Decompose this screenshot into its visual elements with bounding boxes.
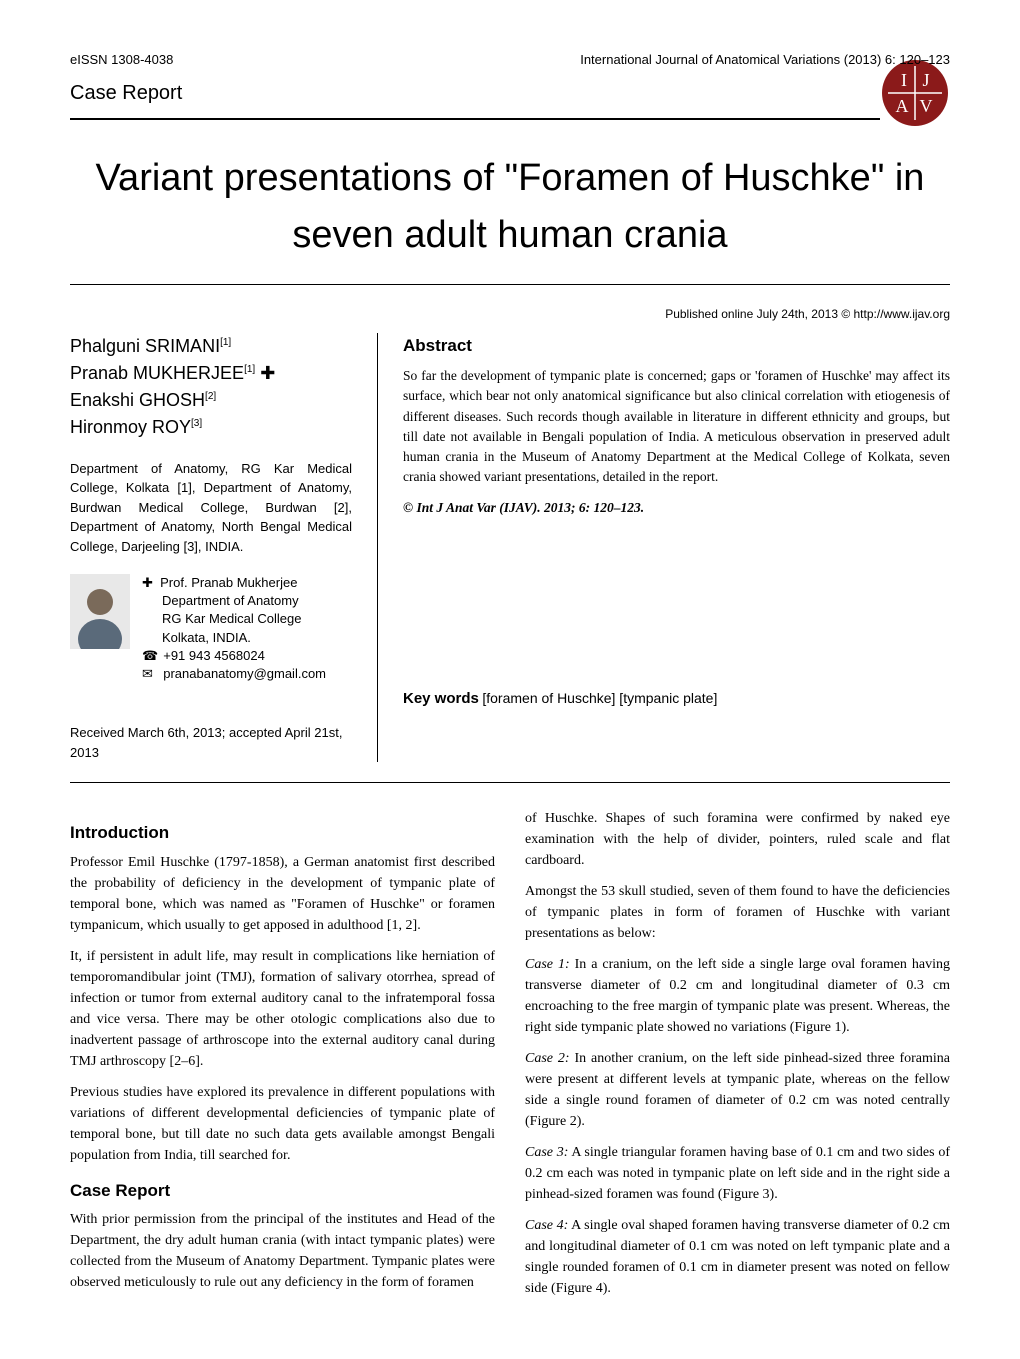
case-report-heading: Case Report xyxy=(70,1178,495,1204)
case-paragraph: Case 3: A single triangular foramen havi… xyxy=(525,1142,950,1205)
contact-phone: +91 943 4568024 xyxy=(163,648,265,663)
contact-email: pranabanatomy@gmail.com xyxy=(163,666,326,681)
case-paragraph: of Huschke. Shapes of such foramina were… xyxy=(525,808,950,871)
contact-city: Kolkata, INDIA. xyxy=(142,629,326,647)
divider xyxy=(70,782,950,783)
abstract-heading: Abstract xyxy=(403,333,950,359)
email-icon: ✉ xyxy=(142,665,156,683)
svg-text:A: A xyxy=(896,96,909,116)
citation: © Int J Anat Var (IJAV). 2013; 6: 120–12… xyxy=(403,498,950,518)
keywords-text: [foramen of Huschke] [tympanic plate] xyxy=(482,690,717,706)
intro-heading: Introduction xyxy=(70,820,495,846)
case-label: Case 4: xyxy=(525,1218,568,1233)
corresponding-author-block: ✚ Prof. Pranab Mukherjee Department of A… xyxy=(70,574,352,683)
keywords-row: Key words [foramen of Huschke] [tympanic… xyxy=(403,688,950,711)
authors-column: Phalguni SRIMANI[1] Pranab MUKHERJEE[1] … xyxy=(70,333,378,763)
contact-details: ✚ Prof. Pranab Mukherjee Department of A… xyxy=(142,574,326,683)
author-photo xyxy=(70,574,130,683)
case-paragraph: Amongst the 53 skull studied, seven of t… xyxy=(525,881,950,944)
authors-list: Phalguni SRIMANI[1] Pranab MUKHERJEE[1] … xyxy=(70,333,352,441)
abstract-column: Abstract So far the development of tympa… xyxy=(378,333,950,763)
author: Hironmoy ROY[3] xyxy=(70,414,352,441)
article-title: Variant presentations of "Foramen of Hus… xyxy=(70,150,950,264)
case-paragraph: With prior permission from the principal… xyxy=(70,1209,495,1293)
affiliations: Department of Anatomy, RG Kar Medical Co… xyxy=(70,459,352,557)
abstract-text: So far the development of tympanic plate… xyxy=(403,366,950,488)
svg-text:I: I xyxy=(901,70,907,90)
keywords-label: Key words xyxy=(403,690,479,707)
intro-paragraph: Previous studies have explored its preva… xyxy=(70,1082,495,1166)
contact-dept: Department of Anatomy xyxy=(142,592,326,610)
contact-name: Prof. Pranab Mukherjee xyxy=(160,575,297,590)
body-left-column: Introduction Professor Emil Huschke (179… xyxy=(70,808,495,1309)
divider xyxy=(70,118,880,120)
author: Enakshi GHOSH[2] xyxy=(70,387,352,414)
case-label: Case 2: xyxy=(525,1051,570,1066)
body-right-column: of Huschke. Shapes of such foramina were… xyxy=(525,808,950,1309)
corresponding-marker-icon: ✚ xyxy=(142,575,153,590)
divider xyxy=(70,284,950,285)
author: Phalguni SRIMANI[1] xyxy=(70,333,352,360)
svg-text:V: V xyxy=(920,96,933,116)
header-row: eISSN 1308-4038 International Journal of… xyxy=(70,50,950,70)
svg-text:J: J xyxy=(922,70,929,90)
case-label: Case 1: xyxy=(525,957,570,972)
case-paragraph: Case 4: A single oval shaped foramen hav… xyxy=(525,1215,950,1299)
body-columns: Introduction Professor Emil Huschke (179… xyxy=(70,808,950,1309)
case-paragraph: Case 1: In a cranium, on the left side a… xyxy=(525,954,950,1038)
intro-paragraph: Professor Emil Huschke (1797-1858), a Ge… xyxy=(70,852,495,936)
case-paragraph: Case 2: In another cranium, on the left … xyxy=(525,1048,950,1132)
intro-paragraph: It, if persistent in adult life, may res… xyxy=(70,946,495,1072)
received-accepted-dates: Received March 6th, 2013; accepted April… xyxy=(70,723,352,762)
author: Pranab MUKHERJEE[1] ✚ xyxy=(70,360,352,387)
corresponding-marker: ✚ xyxy=(260,363,275,383)
case-label: Case 3: xyxy=(525,1145,568,1160)
metadata-section: Phalguni SRIMANI[1] Pranab MUKHERJEE[1] … xyxy=(70,333,950,763)
journal-reference: International Journal of Anatomical Vari… xyxy=(580,50,950,70)
contact-college: RG Kar Medical College xyxy=(142,610,326,628)
eissn: eISSN 1308-4038 xyxy=(70,50,173,70)
section-label: Case Report xyxy=(70,78,950,108)
avatar-icon xyxy=(70,574,130,649)
phone-icon: ☎ xyxy=(142,647,156,665)
publication-info: Published online July 24th, 2013 © http:… xyxy=(70,305,950,323)
